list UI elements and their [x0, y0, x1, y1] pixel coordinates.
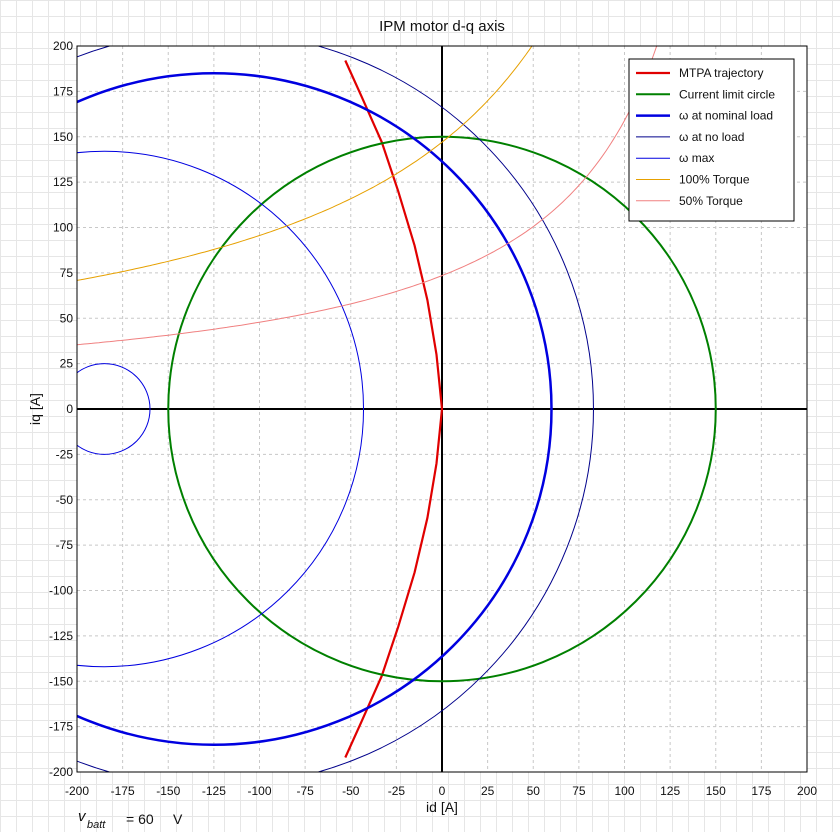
- y-tick-labels: 200 175 150 125 100 75 50 25 0 -25 -50 -75 -100 -125 -…: [49, 39, 73, 779]
- y-tick-label: -200: [49, 765, 73, 779]
- x-tick-labels: -200 -175 -150 -125 -100 -75 -50 -25 0 25 50 75 100 1…: [65, 784, 817, 798]
- y-tick-label: -175: [49, 720, 73, 734]
- x-tick-label: -75: [296, 784, 314, 798]
- vbatt-subscript: batt: [87, 819, 106, 831]
- y-tick-label: 25: [60, 357, 74, 371]
- plot-curves: [77, 46, 717, 772]
- x-tick-label: 0: [439, 784, 446, 798]
- y-tick-label: 175: [53, 84, 73, 98]
- legend-label: ω at no load: [679, 130, 744, 144]
- x-tick-label: 50: [527, 784, 541, 798]
- x-tick-label: 150: [706, 784, 726, 798]
- y-tick-label: 50: [60, 311, 74, 325]
- y-tick-label: -75: [56, 538, 74, 552]
- x-tick-label: -100: [247, 784, 271, 798]
- y-tick-label: -100: [49, 584, 73, 598]
- legend-label: ω max: [679, 151, 714, 165]
- x-tick-label: -150: [156, 784, 180, 798]
- series-100pct-torque: [77, 46, 533, 281]
- legend-label: 50% Torque: [679, 194, 743, 208]
- x-tick-label: 200: [797, 784, 817, 798]
- legend-label: 100% Torque: [679, 173, 750, 187]
- y-tick-label: 150: [53, 130, 73, 144]
- series-50pct-torque: [77, 46, 658, 346]
- plot-frame: [76, 45, 808, 773]
- series-omega-max: [77, 150, 364, 668]
- y-tick-label: -25: [56, 447, 74, 461]
- y-tick-label: 125: [53, 175, 73, 189]
- x-tick-label: -125: [202, 784, 226, 798]
- series-omega-at-nominal-load: [77, 72, 553, 746]
- series-current-limit-circle: [167, 135, 717, 683]
- x-tick-label: -175: [111, 784, 135, 798]
- battery-voltage-label: v batt = 60 V: [78, 808, 183, 831]
- y-tick-label: -150: [49, 674, 73, 688]
- legend-box: [628, 58, 795, 222]
- y-tick-label: 0: [66, 402, 73, 416]
- omega-max-small-circle: [77, 363, 151, 455]
- legend-label: Current limit circle: [679, 87, 775, 101]
- x-tick-label: 125: [660, 784, 680, 798]
- x-axis-label: id [A]: [426, 799, 458, 815]
- y-tick-label: 75: [60, 266, 74, 280]
- x-tick-label: -50: [342, 784, 360, 798]
- series-mtpa-trajectory: [344, 60, 444, 758]
- y-axis-label: iq [A]: [27, 393, 43, 425]
- series-omega-at-no-load: [77, 46, 594, 772]
- y-tick-label: -50: [56, 493, 74, 507]
- vbatt-unit: V: [173, 811, 183, 827]
- x-tick-label: 100: [614, 784, 634, 798]
- vbatt-value: = 60: [126, 811, 154, 827]
- x-tick-label: -200: [65, 784, 89, 798]
- legend-label: ω at nominal load: [679, 109, 773, 123]
- vbatt-symbol: v: [78, 808, 87, 825]
- chart-title: IPM motor d-q axis: [379, 18, 505, 35]
- legend-label: MTPA trajectory: [679, 66, 763, 80]
- y-tick-label: -125: [49, 629, 73, 643]
- x-tick-label: 75: [572, 784, 586, 798]
- x-tick-label: -25: [388, 784, 406, 798]
- x-tick-label: 25: [481, 784, 495, 798]
- legend: MTPA trajectory Current limit circle ω at …: [628, 58, 795, 222]
- x-tick-label: 175: [751, 784, 771, 798]
- y-tick-label: 100: [53, 221, 73, 235]
- y-tick-label: 200: [53, 39, 73, 53]
